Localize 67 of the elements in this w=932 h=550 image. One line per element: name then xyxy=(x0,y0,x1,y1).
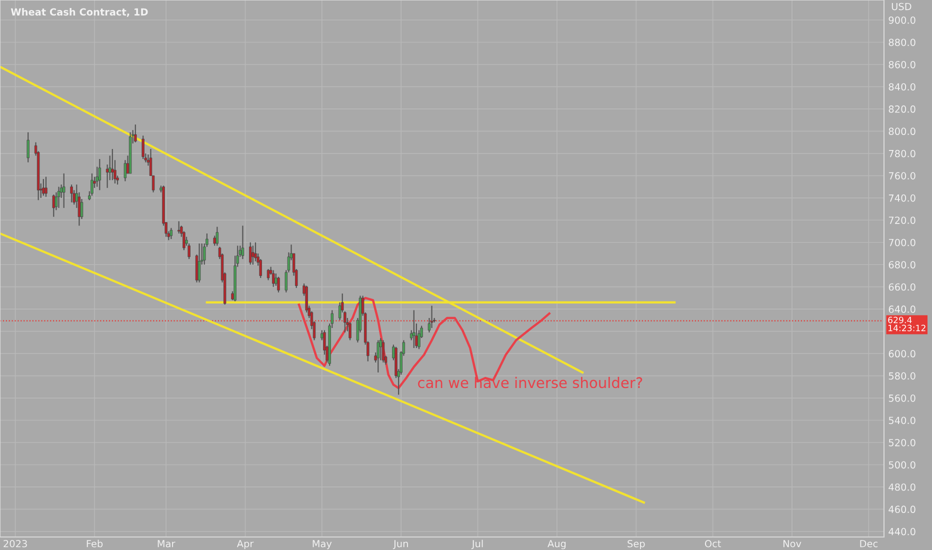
candlestick xyxy=(42,178,45,196)
x-tick-label: Mar xyxy=(158,540,176,548)
candlestick xyxy=(412,310,416,349)
candlestick xyxy=(124,160,127,182)
candlestick xyxy=(57,186,60,208)
candlestick xyxy=(70,184,73,203)
y-tick-label: 780.0 xyxy=(888,150,916,158)
x-tick-label: May xyxy=(312,540,332,550)
y-tick-label: 740.0 xyxy=(888,194,916,202)
y-axis-title: USD xyxy=(892,2,912,10)
x-tick-label: Aug xyxy=(548,540,566,550)
y-tick-label: 900.0 xyxy=(888,16,916,24)
y-tick-label: 500.0 xyxy=(888,461,916,469)
candlestick xyxy=(430,305,434,329)
candlestick xyxy=(241,225,244,260)
x-tick-label: Jun xyxy=(393,540,408,550)
y-tick-label: 660.0 xyxy=(888,283,916,291)
candlestick xyxy=(376,340,380,374)
candlestick xyxy=(252,245,254,266)
candlestick xyxy=(277,276,280,293)
y-tick-label: 580.0 xyxy=(888,372,916,380)
candlestick xyxy=(90,172,94,196)
candlestick xyxy=(249,242,252,266)
x-tick-label: Nov xyxy=(783,540,802,548)
y-tick-label: 880.0 xyxy=(888,38,916,46)
candlestick xyxy=(266,268,270,281)
y-tick-label: 700.0 xyxy=(888,238,916,246)
candlestick xyxy=(52,194,56,218)
y-tick-label: 680.0 xyxy=(888,261,916,268)
x-tick-label: Apr xyxy=(236,540,254,550)
candlestick xyxy=(170,227,173,240)
candlestick xyxy=(216,226,219,246)
y-tick-label: 640.0 xyxy=(888,306,916,313)
y-tick-label: 540.0 xyxy=(888,416,916,424)
candlestick xyxy=(62,172,66,208)
y-tick-label: 600.0 xyxy=(888,350,916,358)
y-tick-label: 460.0 xyxy=(888,506,916,514)
y-tick-label: 520.0 xyxy=(888,438,916,446)
y-tick-label: 480.0 xyxy=(888,483,916,491)
candlestick xyxy=(98,158,101,191)
candlestick xyxy=(142,135,144,160)
candlestick xyxy=(134,124,137,143)
x-tick-label: Feb xyxy=(86,540,103,548)
y-tick-label: 720.0 xyxy=(888,216,916,224)
ref-line-label: 629.4 14:23:12 xyxy=(888,316,926,332)
x-tick-label: Dec xyxy=(860,540,878,548)
x-tick-label: Jul xyxy=(471,540,483,550)
candlestick xyxy=(111,148,114,181)
candlestick xyxy=(348,322,352,341)
x-tick-label: Sep xyxy=(628,540,645,550)
candlestick xyxy=(382,340,385,363)
y-tick-label: 440.0 xyxy=(888,528,916,536)
y-tick-label: 760.0 xyxy=(888,172,916,180)
candlestick xyxy=(44,176,48,198)
x-tick-label: 2023 xyxy=(4,540,27,548)
y-tick-label: 800.0 xyxy=(888,128,916,136)
candlestick xyxy=(254,242,257,262)
y-tick-label: 860.0 xyxy=(888,60,916,68)
y-tick-label: 840.0 xyxy=(888,83,916,91)
candlestick xyxy=(26,132,30,163)
candlestick xyxy=(272,270,275,288)
x-tick-label: Oct xyxy=(704,540,721,548)
y-tick-label: 820.0 xyxy=(888,105,916,113)
candlestick xyxy=(177,220,180,234)
candlestick xyxy=(198,242,201,283)
y-tick-label: 560.0 xyxy=(888,394,916,402)
text: Wheat Cash Contract, 1D xyxy=(10,8,148,17)
